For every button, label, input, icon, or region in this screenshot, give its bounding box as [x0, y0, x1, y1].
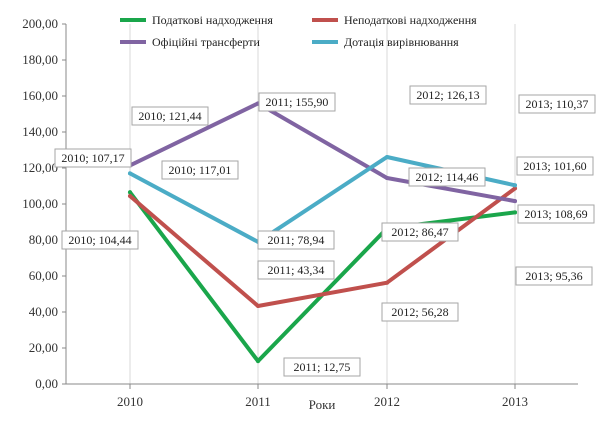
- data-point: [513, 210, 517, 215]
- legend-entry-3: Офіційні трансферти: [120, 35, 261, 49]
- data-label: 2011; 12,75: [283, 357, 361, 377]
- svg-text:2012; 126,13: 2012; 126,13: [416, 88, 479, 102]
- y-tick-label: 80,00: [29, 232, 58, 247]
- y-tick-label: 100,00: [22, 196, 58, 211]
- y-tick-label: 120,00: [22, 160, 58, 175]
- svg-text:2010; 121,44: 2010; 121,44: [138, 109, 201, 123]
- data-label: 2013; 108,69: [517, 204, 595, 224]
- svg-text:2011; 155,90: 2011; 155,90: [266, 95, 329, 109]
- svg-text:2011; 43,34: 2011; 43,34: [268, 263, 325, 277]
- svg-text:2012; 86,47: 2012; 86,47: [391, 225, 448, 239]
- data-label: 2011; 43,34: [257, 260, 335, 280]
- data-label: 2013; 101,60: [516, 156, 594, 176]
- data-point: [385, 155, 389, 159]
- svg-text:2012; 56,28: 2012; 56,28: [391, 305, 448, 319]
- data-point: [128, 194, 132, 198]
- legend-label: Неподаткові надходження: [344, 13, 477, 27]
- y-tick-label: 20,00: [29, 340, 58, 355]
- svg-text:2013; 110,37: 2013; 110,37: [526, 97, 589, 111]
- data-point: [513, 186, 517, 191]
- data-label: 2011; 78,94: [257, 230, 335, 250]
- svg-text:2010; 117,01: 2010; 117,01: [169, 163, 232, 177]
- y-tick-label: 0,00: [35, 376, 58, 391]
- legend-label: Податкові надходження: [152, 13, 273, 27]
- y-tick-label: 60,00: [29, 268, 58, 283]
- x-tick-label: 2011: [245, 394, 271, 409]
- data-point: [385, 176, 389, 180]
- y-tick-label: 40,00: [29, 304, 58, 319]
- legend-entry-4: Дотація вирівнювання: [312, 35, 459, 49]
- data-label: 2012; 56,28: [381, 302, 459, 322]
- svg-text:2010; 104,44: 2010; 104,44: [68, 233, 131, 247]
- y-tick-label: 160,00: [22, 88, 58, 103]
- svg-text:2011; 78,94: 2011; 78,94: [268, 233, 325, 247]
- data-label: 2012; 114,46: [408, 167, 486, 187]
- legend-label: Офіційні трансферти: [152, 35, 261, 49]
- axis-layer: 0,00 20,00 40,00 60,00 80,00 100,00 120,00 140,…: [22, 16, 578, 409]
- svg-text:2013; 95,36: 2013; 95,36: [525, 269, 582, 283]
- data-label: 2011; 155,90: [258, 92, 336, 112]
- legend-entry-1: Податкові надходження: [120, 13, 273, 27]
- data-label: 2012; 126,13: [409, 85, 487, 105]
- svg-text:2011; 12,75: 2011; 12,75: [294, 360, 351, 374]
- legend: Податкові надходження Неподаткові надходж…: [120, 13, 477, 49]
- grid-layer: [129, 24, 516, 384]
- svg-text:2010; 107,17: 2010; 107,17: [61, 151, 124, 165]
- y-tick-label: 200,00: [22, 16, 58, 31]
- data-label: 2010; 107,17: [54, 148, 132, 168]
- data-label: 2010; 104,44: [61, 230, 139, 250]
- data-point: [513, 199, 517, 204]
- data-point: [128, 171, 132, 176]
- data-label: 2013; 110,37: [518, 94, 596, 114]
- data-label: 2013; 95,36: [515, 266, 593, 286]
- data-label-layer: 2011; 12,75 2012; 86,47 2013; 95,36 2010; 1…: [54, 85, 596, 377]
- legend-label: Дотація вирівнювання: [344, 35, 459, 49]
- data-point: [128, 190, 132, 195]
- legend-entry-2: Неподаткові надходження: [312, 13, 477, 27]
- data-label: 2010; 117,01: [161, 160, 239, 180]
- svg-text:2013; 101,60: 2013; 101,60: [523, 159, 586, 173]
- data-point: [256, 359, 260, 364]
- data-point: [385, 280, 389, 285]
- data-label: 2010; 121,44: [131, 106, 209, 126]
- x-tick-label: 2013: [502, 394, 528, 409]
- svg-text:2013; 108,69: 2013; 108,69: [524, 207, 587, 221]
- svg-text:2012; 114,46: 2012; 114,46: [416, 170, 479, 184]
- series-line-3: [128, 101, 517, 204]
- y-tick-label: 140,00: [22, 124, 58, 139]
- x-axis-title: Роки: [309, 397, 336, 412]
- x-tick-label: 2010: [117, 394, 143, 409]
- data-label: 2012; 86,47: [381, 222, 459, 242]
- data-point: [513, 183, 517, 188]
- x-tick-label: 2012: [374, 394, 400, 409]
- data-point: [256, 304, 260, 308]
- y-tick-label: 180,00: [22, 52, 58, 67]
